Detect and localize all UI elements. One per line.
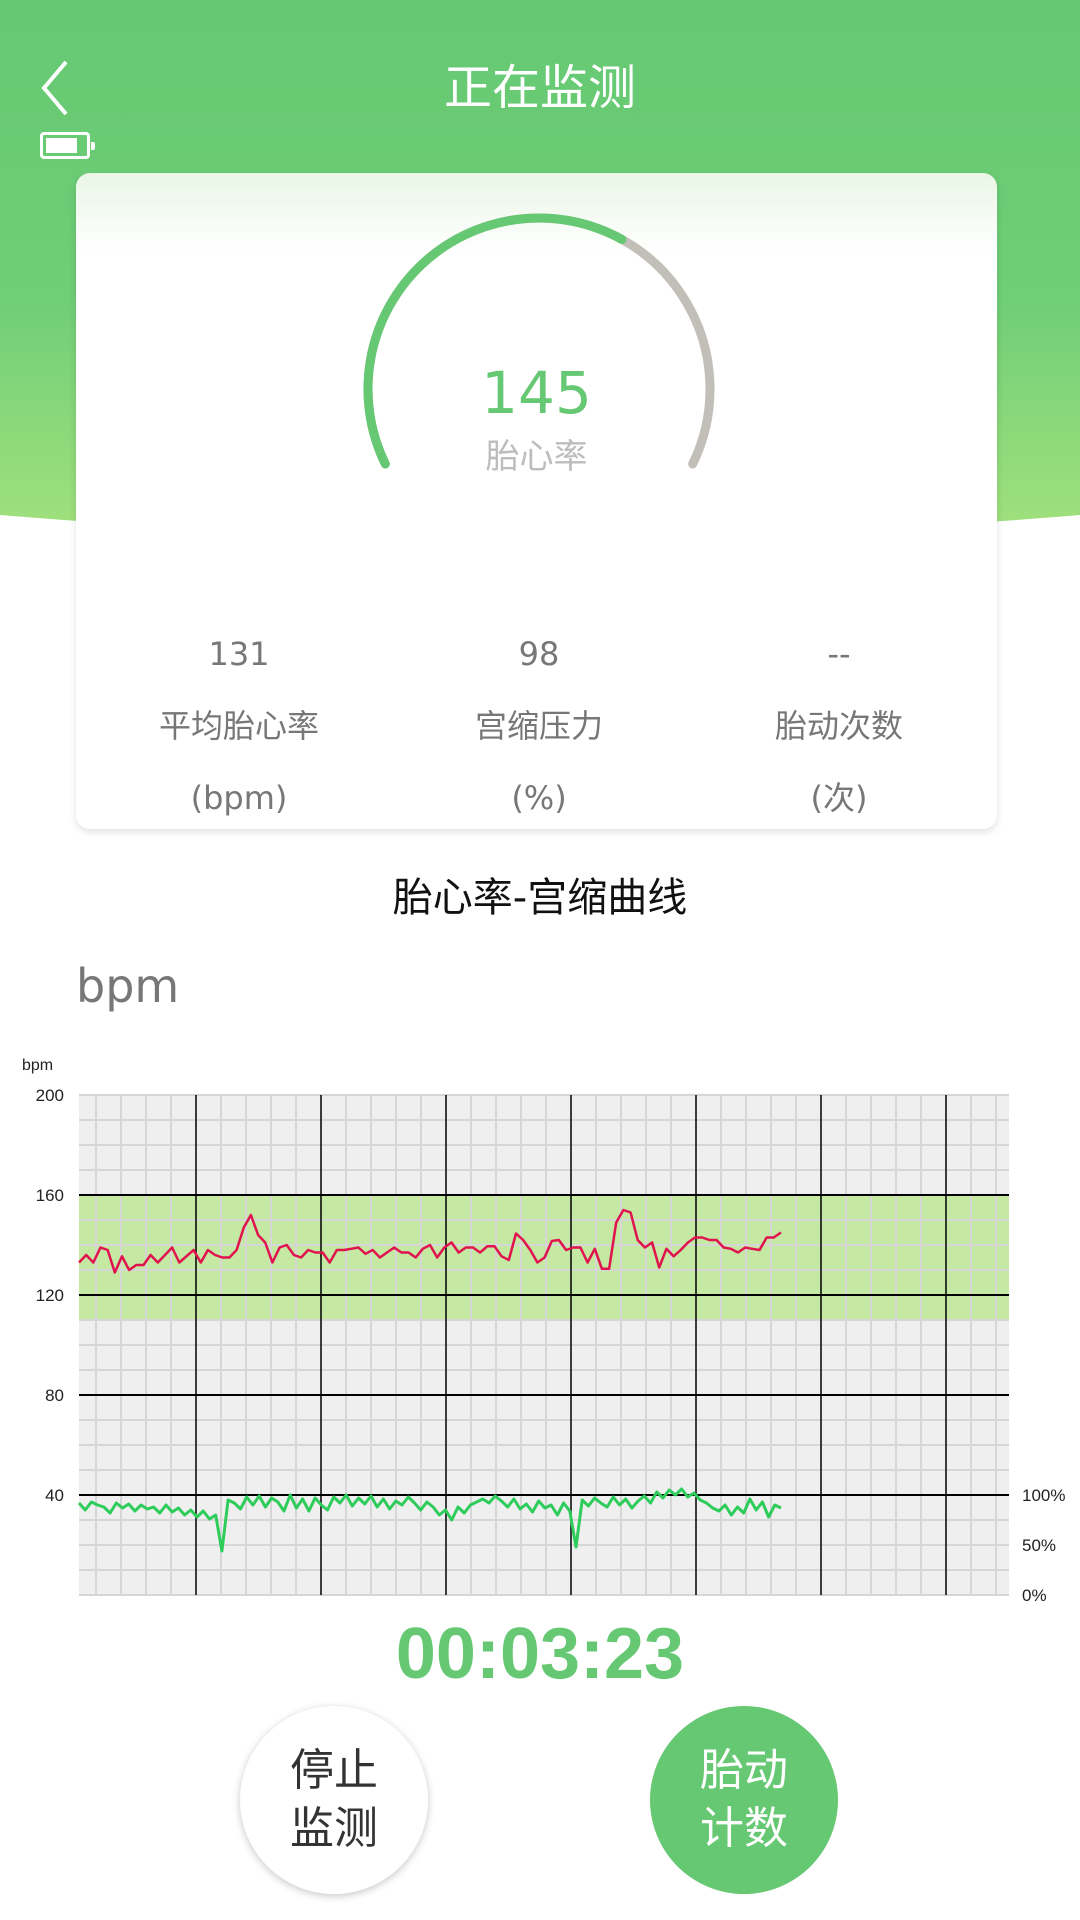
stat-label: 平均胎心率 bbox=[158, 707, 319, 745]
chart-title: 胎心率-宫缩曲线 bbox=[392, 875, 688, 921]
stat-label: 宫缩压力 bbox=[474, 707, 603, 745]
button-label: 停止 bbox=[290, 1745, 378, 1796]
y2-tick-label: 0% bbox=[1022, 1586, 1047, 1605]
stat-unit: (bpm) bbox=[190, 779, 288, 817]
chevron-left-icon bbox=[41, 60, 68, 116]
fhr-line bbox=[78, 1208, 782, 1274]
button-label: 监测 bbox=[290, 1803, 378, 1854]
fetal-movement-count-button[interactable]: 胎动 计数 bbox=[650, 1706, 838, 1894]
stat-value: 98 bbox=[518, 635, 560, 673]
heart-rate-gauge bbox=[363, 213, 715, 469]
stop-monitoring-button[interactable]: 停止 监测 bbox=[240, 1706, 428, 1894]
y-axis-label: bpm bbox=[22, 1057, 53, 1074]
gauge-fill bbox=[363, 213, 627, 469]
stat-unit: (%) bbox=[511, 779, 567, 817]
y-tick-label: 40 bbox=[45, 1486, 64, 1505]
stat-value: -- bbox=[827, 635, 851, 673]
stat-unit: (次) bbox=[810, 779, 868, 817]
y-tick-label: 200 bbox=[36, 1086, 64, 1105]
heart-rate-value: 145 bbox=[481, 359, 592, 427]
button-label: 胎动 bbox=[700, 1745, 788, 1796]
stat-fetal-movement: -- 胎动次数 (次) bbox=[689, 618, 989, 834]
page-title: 正在监测 bbox=[443, 60, 636, 116]
y-tick-label: 80 bbox=[45, 1386, 64, 1405]
stat-contraction: 98 宫缩压力 (%) bbox=[389, 618, 689, 834]
y-tick-label: 160 bbox=[36, 1186, 64, 1205]
y-tick-label: 120 bbox=[36, 1286, 64, 1305]
toco-line bbox=[77, 1487, 782, 1553]
button-label: 计数 bbox=[700, 1803, 788, 1854]
battery-icon bbox=[40, 132, 95, 159]
elapsed-timer: 00:03:23 bbox=[395, 1614, 685, 1694]
stat-average-fhr: 131 平均胎心率 (bpm) bbox=[89, 618, 389, 834]
chart-unit-label: bpm bbox=[76, 959, 180, 1013]
back-button[interactable] bbox=[36, 58, 86, 118]
y2-tick-label: 50% bbox=[1022, 1536, 1056, 1555]
stat-value: 131 bbox=[208, 635, 270, 673]
stat-label: 胎动次数 bbox=[774, 707, 903, 745]
monitor-card: 145 胎心率 131 平均胎心率 (bpm) 98 宫缩压力 (%) -- 胎… bbox=[76, 173, 997, 829]
fhr-toco-chart: bpm 200 160 120 80 40 100% 50% 0% bbox=[22, 1057, 1065, 1605]
heart-rate-label: 胎心率 bbox=[485, 437, 588, 477]
y2-tick-label: 100% bbox=[1022, 1486, 1065, 1505]
